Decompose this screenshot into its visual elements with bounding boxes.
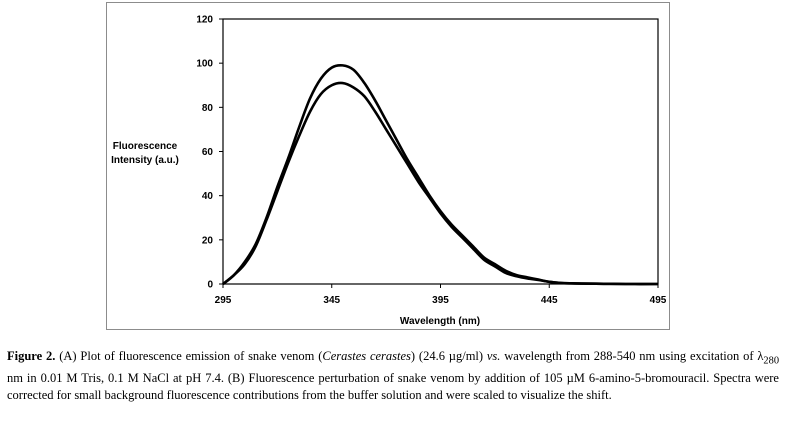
y-tick-label: 20	[202, 235, 214, 246]
x-tick-label: 445	[541, 295, 558, 306]
caption-text-4: nm in 0.01 M Tris, 0.1 M NaCl at pH 7.4.…	[7, 371, 779, 402]
x-axis-title: Wavelength (nm)	[400, 316, 480, 327]
y-tick-label: 40	[202, 191, 214, 202]
x-tick-label: 495	[650, 295, 667, 306]
y-tick-label: 0	[207, 280, 213, 291]
caption-label: Figure 2.	[7, 349, 56, 363]
x-tick-label: 395	[432, 295, 449, 306]
y-axis-ticks: 0 20 40 60 80 100 120	[196, 15, 223, 291]
y-tick-label: 80	[202, 103, 214, 114]
series-line-1	[222, 63, 659, 286]
caption-species: Cerastes cerastes	[322, 349, 411, 363]
y-tick-label: 100	[196, 59, 213, 70]
x-axis-ticks: 295 345 395 445 495	[215, 284, 667, 306]
y-axis-title-line1: Fluorescence	[113, 141, 178, 152]
fluorescence-chart: 0 20 40 60 80 100 120 295 345 395 445 495 Fluoresc…	[111, 15, 667, 328]
y-tick-label: 120	[196, 15, 213, 26]
y-axis-title-line2: Intensity (a.u.)	[111, 155, 179, 166]
caption-subscript: 280	[763, 355, 780, 367]
plot-area-border	[222, 18, 659, 285]
caption-text-2: ) (24.6 µg/ml)	[410, 349, 487, 363]
y-tick-label: 60	[202, 147, 214, 158]
caption-text-3: wavelength from 288-540 nm using excitat…	[500, 349, 764, 363]
x-tick-label: 295	[215, 295, 232, 306]
caption-text-1: (A) Plot of fluorescence emission of sna…	[55, 349, 323, 363]
caption-vs: vs.	[486, 349, 501, 363]
chart-frame: 0 20 40 60 80 100 120 295 345 395 445 495 Fluoresc…	[106, 2, 670, 330]
figure-caption: Figure 2. (A) Plot of fluorescence emiss…	[7, 348, 779, 403]
x-tick-label: 345	[323, 295, 340, 306]
series-group	[222, 63, 659, 286]
series-line-2	[222, 81, 659, 286]
